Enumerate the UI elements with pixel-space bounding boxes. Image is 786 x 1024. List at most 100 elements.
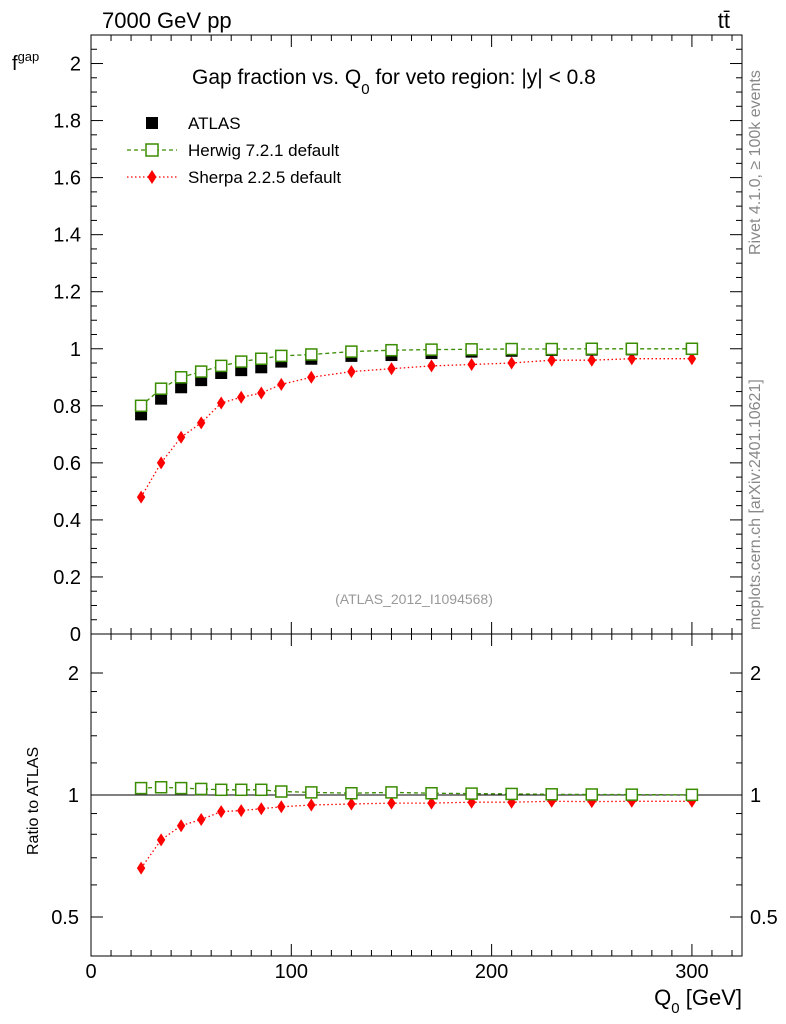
main-sherpa-point (307, 370, 316, 384)
main-y-tick-label: 0.6 (53, 453, 81, 475)
main-herwig-point (194, 365, 208, 378)
main-herwig-point (585, 342, 599, 356)
main-sherpa-point (217, 396, 226, 410)
main-sherpa-point (277, 377, 286, 391)
main-y-tick-label: 1.4 (53, 225, 81, 247)
main-herwig-point (425, 343, 438, 356)
main-sherpa-point (387, 362, 396, 376)
main-sherpa-point (347, 365, 356, 379)
legend-marker-herwig (145, 143, 159, 157)
y-label-sub: gap (18, 49, 40, 64)
ratio-herwig-point (194, 782, 208, 796)
title-subscript: 0 (361, 81, 369, 98)
main-herwig-point (154, 382, 168, 395)
ratio-herwig-point (234, 783, 248, 797)
main-y-tick-label: 0.8 (53, 396, 81, 418)
main-y-tick-label: 2 (70, 54, 81, 76)
title-text: Gap fraction vs. Q (192, 66, 361, 89)
main-herwig-point (134, 399, 148, 413)
main-sherpa-point (136, 490, 146, 504)
main-sherpa-line (140, 358, 692, 498)
legend-entry-herwig: Herwig 7.2.1 default (127, 141, 339, 160)
ratio-y-tick-label-right: 0.5 (750, 907, 778, 929)
main-series (134, 342, 699, 504)
ratio-herwig-point (545, 788, 558, 801)
main-y-axis-label: fgap (12, 49, 39, 75)
ratio-sherpa-point (627, 794, 636, 808)
ratio-herwig-point (154, 781, 168, 794)
ratio-sherpa-point (307, 798, 316, 812)
main-sherpa-point (627, 352, 636, 366)
ratio-sherpa-point (387, 796, 396, 810)
ratio-herwig-point (425, 786, 438, 800)
ratio-series (134, 781, 699, 875)
legend-label-sherpa: Sherpa 2.2.5 default (188, 168, 341, 187)
ratio-sherpa-point (136, 861, 146, 875)
ratio-sherpa-point (587, 795, 596, 809)
y-label-main: f (12, 53, 18, 75)
main-herwig-point (505, 342, 518, 356)
ratio-herwig-point (505, 787, 518, 801)
main-herwig-point (174, 371, 188, 384)
main-sherpa-point (156, 456, 166, 470)
ratio-sherpa-point (156, 833, 166, 847)
ratio-y-tick-label-right: 2 (750, 663, 761, 685)
legend-label-atlas: ATLAS (188, 114, 241, 133)
main-sherpa-point (507, 356, 516, 370)
main-herwig-point (625, 342, 639, 356)
x-tick-label: 100 (275, 961, 308, 983)
main-herwig-point (305, 348, 318, 361)
main-y-tick-label: 1 (70, 339, 81, 361)
legend-label-herwig: Herwig 7.2.1 default (188, 141, 339, 160)
x-label-sub: 0 (671, 1000, 679, 1017)
main-sherpa-point (427, 359, 436, 373)
x-label-main: Q (654, 985, 671, 1010)
main-y-tick-label: 1.2 (53, 282, 81, 304)
main-sherpa-point (257, 386, 266, 400)
main-herwig-point (685, 342, 699, 356)
legend: ATLAS Herwig 7.2.1 default Sherpa 2.2.5 … (127, 114, 341, 187)
x-tick-label: 200 (475, 961, 508, 983)
main-herwig-point (214, 359, 228, 373)
main-y-tick-label: 1.8 (53, 111, 81, 133)
ratio-sherpa-point (427, 796, 436, 810)
ratio-sherpa-point (237, 804, 246, 818)
ratio-herwig-point (345, 786, 358, 800)
main-sherpa-point (687, 352, 697, 366)
main-sherpa-point (237, 390, 246, 404)
main-sherpa-point (176, 430, 186, 444)
x-tick-label: 300 (675, 961, 708, 983)
main-sherpa-point (547, 353, 556, 367)
main-y-tick-label: 0.4 (53, 510, 81, 532)
main-atlas-point (155, 392, 168, 405)
ratio-sherpa-point (547, 794, 556, 808)
ratio-sherpa-point (277, 800, 286, 814)
main-herwig-point (255, 352, 268, 365)
ratio-herwig-point (214, 783, 228, 797)
ratio-sherpa-point (197, 813, 206, 826)
main-sherpa-point (467, 358, 476, 371)
main-y-tick-label: 0.2 (53, 567, 81, 589)
ratio-herwig-point (255, 783, 268, 797)
ratio-y-axis-label: Ratio to ATLAS (25, 747, 42, 855)
main-sherpa-point (587, 353, 596, 367)
main-y-tick-label: 1.6 (53, 168, 81, 190)
ratio-sherpa-point (257, 802, 266, 816)
legend-marker-sherpa (147, 170, 157, 184)
legend-entry-atlas: ATLAS (146, 114, 241, 133)
ratio-ticks: 0.5 0.5 1 1 2 2 0 100 200 300 (51, 634, 778, 983)
rivet-version-label: Rivet 4.1.0, ≥ 100k events (747, 70, 764, 255)
x-tick-label: 0 (85, 961, 96, 983)
main-herwig-point (385, 343, 398, 357)
ratio-herwig-point (625, 788, 639, 801)
analysis-label: (ATLAS_2012_I1094568) (335, 591, 493, 607)
legend-entry-sherpa: Sherpa 2.2.5 default (127, 168, 341, 187)
ratio-herwig-point (385, 786, 398, 799)
main-sherpa-point (197, 416, 206, 430)
ratio-herwig-point (305, 786, 318, 799)
collision-label: 7000 GeV pp (102, 8, 232, 33)
title-rest: for veto region: |y| < 0.8 (370, 66, 596, 89)
main-herwig-point (234, 355, 248, 368)
main-herwig-point (345, 345, 358, 358)
